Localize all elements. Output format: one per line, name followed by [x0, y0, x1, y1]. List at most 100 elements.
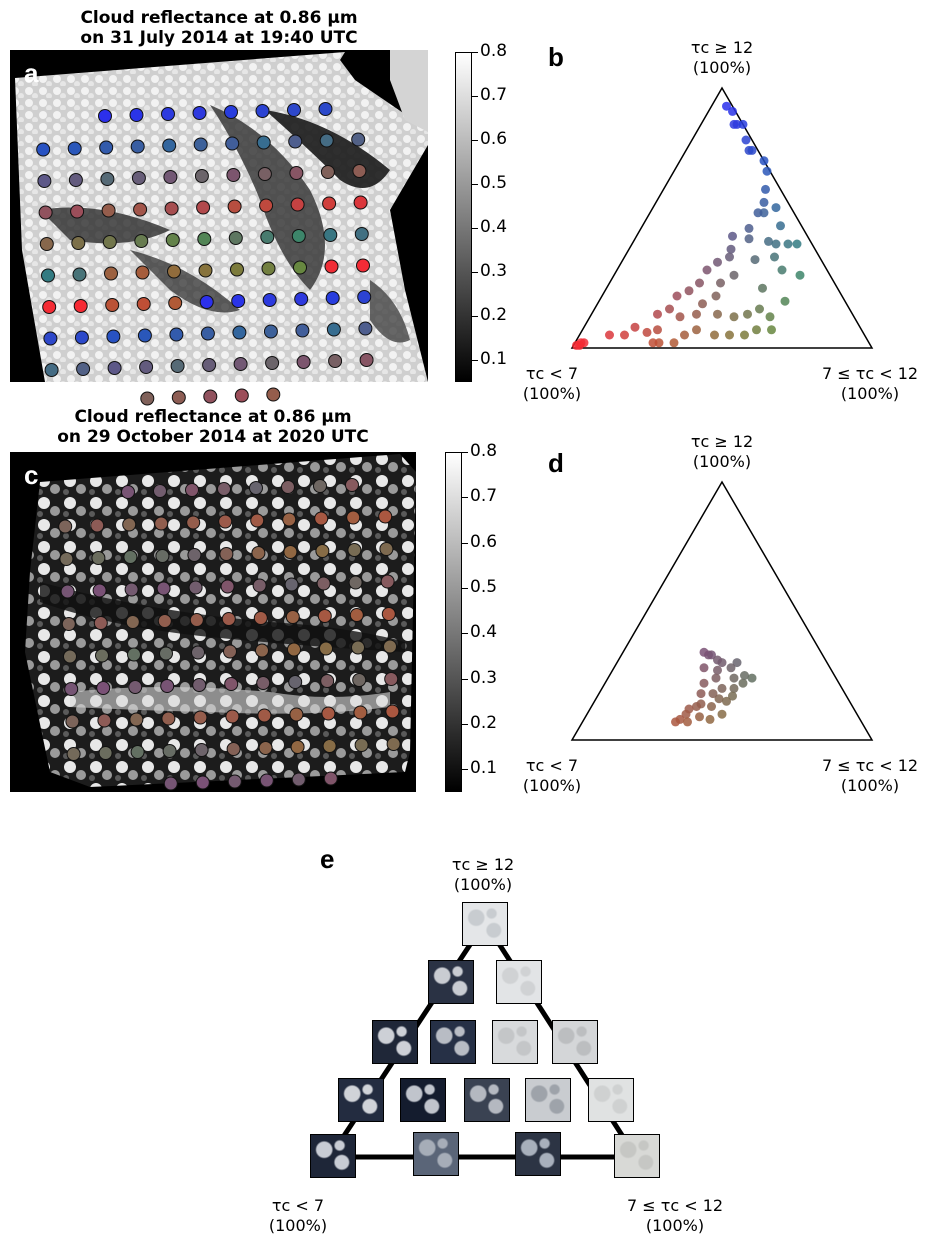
sample-point	[289, 166, 304, 180]
sample-point	[197, 232, 212, 246]
ternary-point	[729, 270, 739, 280]
sample-point	[289, 707, 304, 722]
sample-point	[352, 673, 367, 687]
sample-point	[203, 389, 218, 404]
sample-point	[228, 231, 243, 245]
ternary-point	[732, 658, 742, 668]
sample-point	[130, 745, 145, 759]
sample-point	[290, 197, 305, 212]
ternary-point	[758, 283, 767, 293]
ternary-point	[729, 683, 739, 693]
ternary-point	[728, 691, 737, 701]
cloud-image-patch	[372, 1020, 418, 1064]
ternary-point	[740, 330, 749, 340]
sample-point	[194, 743, 209, 757]
sample-point	[323, 771, 338, 786]
sample-point	[127, 647, 141, 662]
sample-point	[351, 132, 366, 147]
sample-point	[324, 259, 339, 274]
sample-point	[224, 105, 238, 119]
sample-point	[225, 709, 240, 724]
ternary-point	[692, 702, 701, 711]
colorbar-tick-mark	[472, 360, 478, 361]
colorbar-tick-mark	[472, 96, 478, 97]
sample-point	[74, 330, 89, 345]
colorbar-tick-label: 0.4	[470, 622, 498, 643]
ternary-point	[747, 673, 757, 683]
colorbar-tick-label: 0.5	[470, 577, 498, 597]
sample-point	[73, 299, 88, 313]
sample-point	[359, 353, 374, 367]
sample-point	[121, 485, 135, 499]
ternary-point	[717, 709, 727, 719]
sample-point	[224, 677, 239, 691]
ternary-point	[713, 665, 722, 675]
colorbar-tick-label: 0.8	[480, 41, 508, 61]
ternary-point	[729, 312, 739, 322]
sample-point	[101, 203, 116, 218]
sample-point	[186, 515, 201, 530]
colorbar-tick-mark	[472, 140, 478, 141]
ternary-point	[752, 325, 761, 335]
ternary-point	[698, 299, 707, 309]
sample-point	[136, 297, 151, 311]
sample-point	[124, 582, 139, 597]
sample-point	[140, 391, 155, 406]
sample-point	[134, 234, 149, 248]
sample-point	[282, 512, 297, 527]
sample-point	[230, 262, 244, 277]
sample-point	[169, 327, 184, 342]
ternary-point	[728, 106, 737, 116]
sample-point	[133, 202, 148, 217]
sample-point	[185, 483, 199, 497]
sample-point	[60, 584, 75, 599]
sample-point	[323, 228, 338, 242]
ternary-point	[744, 234, 754, 244]
sample-point	[262, 293, 277, 307]
sample-point	[260, 230, 275, 244]
sample-point	[162, 138, 177, 153]
colorbar-tick-label: 0.7	[480, 85, 508, 105]
ternary-point	[716, 278, 725, 288]
ternary-b	[570, 86, 874, 350]
ternary-point	[761, 184, 770, 194]
sample-point	[129, 108, 144, 122]
sample-point	[131, 171, 146, 185]
sample-point	[125, 615, 140, 629]
ternary-d	[570, 480, 874, 741]
sample-point	[285, 610, 300, 624]
sample-point	[192, 106, 207, 120]
ternary-point	[783, 239, 793, 249]
sample-point	[234, 388, 249, 403]
ternary-point	[740, 671, 749, 680]
cloud-image-patch	[413, 1132, 459, 1176]
sample-point	[225, 136, 240, 151]
ternary-point	[777, 265, 787, 275]
ternary-point	[711, 291, 721, 301]
sample-point	[199, 295, 214, 309]
cloud-image-patch	[525, 1078, 571, 1122]
cloud-image-patch	[338, 1078, 384, 1122]
sample-point	[63, 649, 77, 664]
colorbar-tick-mark	[462, 497, 468, 499]
sample-point	[287, 642, 301, 657]
sample-point	[194, 169, 209, 183]
colorbar-tick-mark	[462, 769, 468, 771]
colorbar-tick-label: 0.3	[470, 667, 498, 688]
sample-point	[291, 772, 306, 787]
ternary-point	[630, 322, 640, 332]
sample-point	[266, 387, 281, 402]
panel-a-sample-points	[36, 102, 374, 406]
ternary-point	[762, 166, 772, 176]
ternary-point	[699, 663, 709, 673]
sample-point	[44, 363, 59, 377]
sample-point	[261, 261, 276, 276]
sample-point	[258, 741, 273, 755]
sample-point	[259, 773, 274, 788]
panel-a-label: a	[24, 58, 39, 88]
sample-point	[159, 646, 173, 661]
ternary-point	[725, 252, 734, 262]
sample-point	[265, 356, 280, 370]
sample-point	[97, 713, 112, 728]
cloud-image-patch	[428, 960, 474, 1004]
